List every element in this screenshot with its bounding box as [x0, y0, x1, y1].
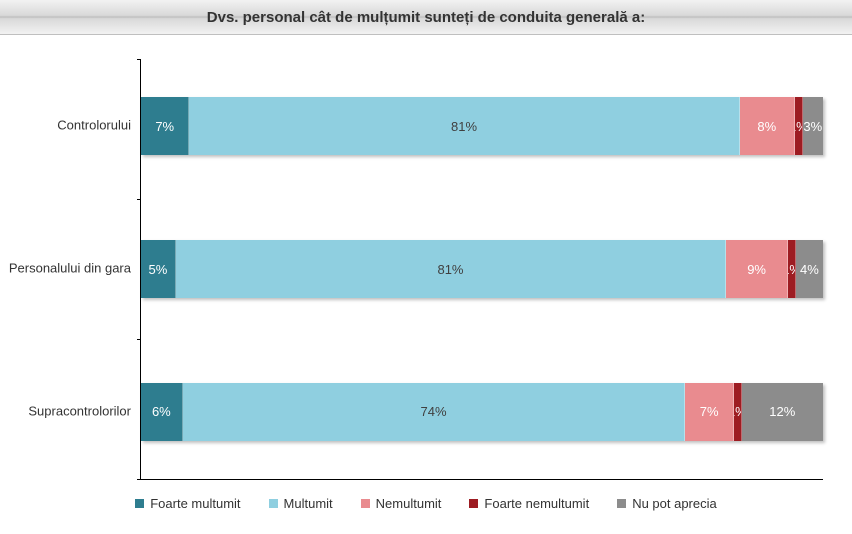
legend-label: Foarte multumit: [150, 496, 240, 511]
legend-swatch-icon: [469, 499, 478, 508]
legend: Foarte multumit Multumit Nemultumit Foar…: [0, 496, 852, 511]
bar-segment-multumit: 74%: [183, 383, 686, 441]
bar-segment-multumit: 81%: [189, 97, 739, 155]
bar-segment-foarte_nemultumit: 1%: [788, 240, 796, 298]
legend-swatch-icon: [361, 499, 370, 508]
legend-swatch-icon: [135, 499, 144, 508]
bar-segment-nemultumit: 8%: [740, 97, 795, 155]
legend-item-nu_pot_aprecia: Nu pot aprecia: [617, 496, 717, 511]
legend-item-multumit: Multumit: [269, 496, 333, 511]
legend-label: Multumit: [284, 496, 333, 511]
legend-item-foarte_multumit: Foarte multumit: [135, 496, 240, 511]
bar-row-controlorului: Controlorului 7% 81% 8% 1% 3%: [141, 97, 823, 155]
y-tick: [137, 339, 141, 340]
bar-row-personalului: Personalului din gara 5% 81% 9% 1% 4%: [141, 240, 823, 298]
category-label: Personalului din gara: [1, 262, 141, 277]
bar-segment-nu_pot_aprecia: 4%: [796, 240, 823, 298]
bar-segment-foarte_multumit: 6%: [141, 383, 183, 441]
legend-swatch-icon: [617, 499, 626, 508]
bar-segment-nemultumit: 9%: [726, 240, 788, 298]
bar-row-supracontrolori: Supracontrolorilor 6% 74% 7% 1% 12%: [141, 383, 823, 441]
y-tick: [137, 199, 141, 200]
y-tick: [137, 479, 141, 480]
bar-segment-foarte_nemultumit: 1%: [734, 383, 742, 441]
legend-label: Nemultumit: [376, 496, 442, 511]
bar-segment-nemultumit: 7%: [685, 383, 733, 441]
legend-label: Foarte nemultumit: [484, 496, 589, 511]
legend-item-foarte_nemultumit: Foarte nemultumit: [469, 496, 589, 511]
bar-segment-nu_pot_aprecia: 3%: [803, 97, 823, 155]
bar-segment-foarte_multumit: 7%: [141, 97, 189, 155]
bar-segment-nu_pot_aprecia: 12%: [742, 383, 823, 441]
category-label: Controlorului: [1, 119, 141, 134]
bar-segment-foarte_multumit: 5%: [141, 240, 176, 298]
category-label: Supracontrolorilor: [1, 404, 141, 419]
bar-segment-foarte_nemultumit: 1%: [795, 97, 803, 155]
y-tick: [137, 59, 141, 60]
plot-area: Controlorului 7% 81% 8% 1% 3% Personalul…: [140, 59, 823, 480]
legend-label: Nu pot aprecia: [632, 496, 717, 511]
bar-segment-multumit: 81%: [176, 240, 726, 298]
legend-item-nemultumit: Nemultumit: [361, 496, 442, 511]
chart-title: Dvs. personal cât de mulțumit sunteți de…: [0, 0, 852, 35]
legend-swatch-icon: [269, 499, 278, 508]
